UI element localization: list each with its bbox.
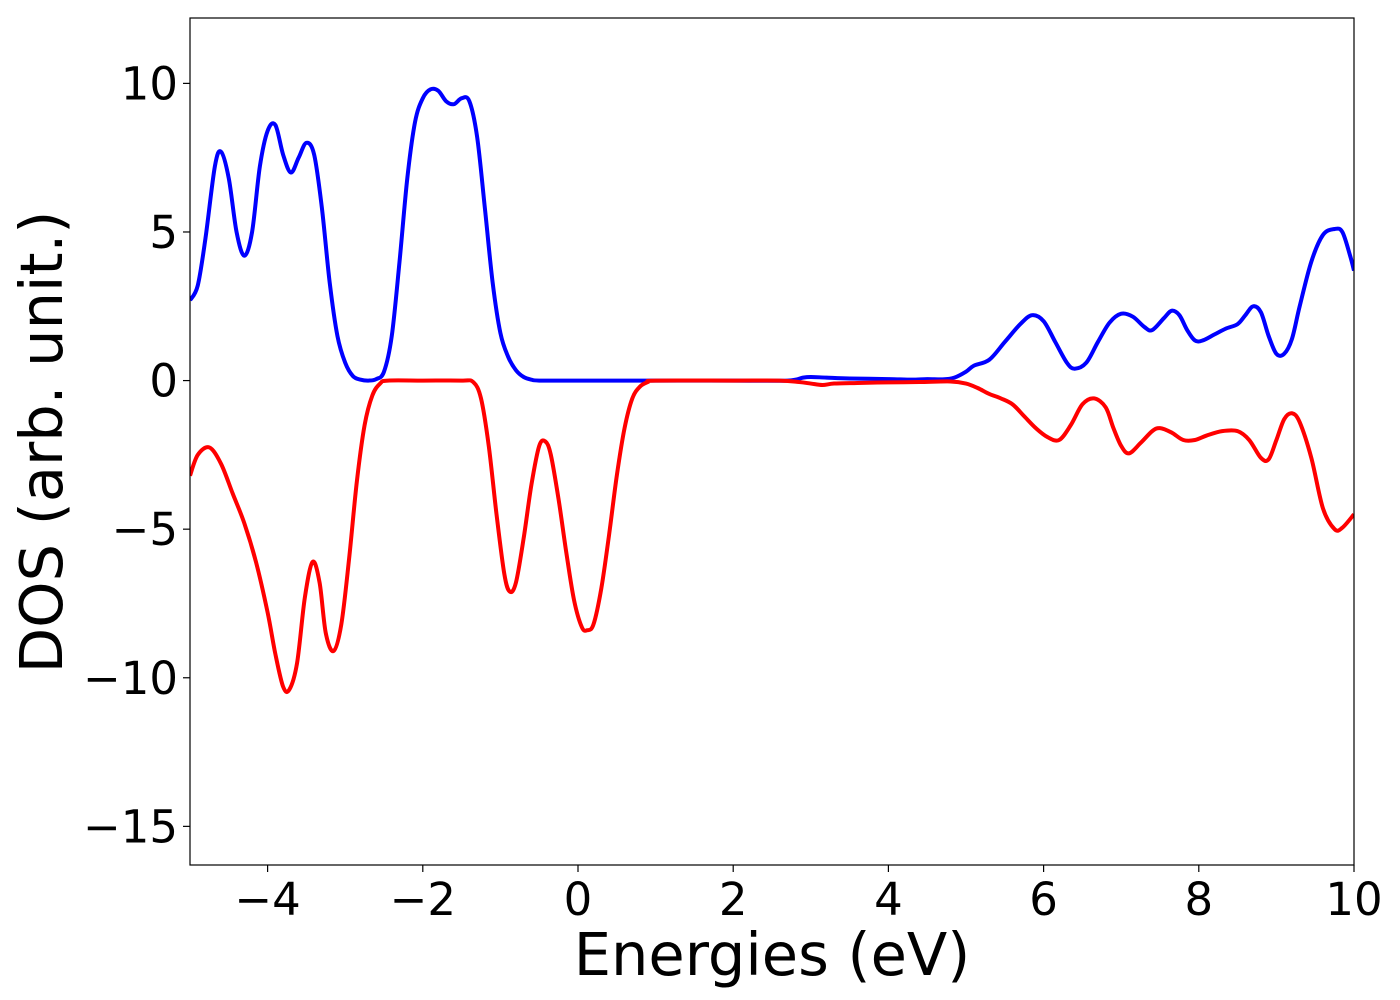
y-tick-label: 5 (149, 206, 178, 259)
y-tick-label: −5 (112, 503, 178, 556)
x-tick-label: 0 (564, 873, 593, 926)
y-tick-label: 10 (121, 57, 178, 110)
series-lines (190, 86, 1354, 694)
series-line-2 (190, 378, 1354, 694)
x-tick-label: −4 (234, 873, 300, 926)
y-tick-label: −10 (83, 652, 178, 705)
x-axis-ticks: −4 −2 0 2 4 6 8 10 (234, 865, 1383, 926)
x-tick-label: −2 (390, 873, 456, 926)
y-tick-label: 0 (149, 355, 178, 408)
x-tick-label: 2 (719, 873, 748, 926)
x-tick-label: 6 (1029, 873, 1058, 926)
x-tick-label: 8 (1184, 873, 1213, 926)
y-axis-label: DOS (arb. unit.) (7, 211, 76, 674)
x-axis-label: Energies (eV) (574, 920, 971, 989)
x-tick-label: 10 (1325, 873, 1382, 926)
y-tick-label: −15 (83, 800, 178, 853)
x-tick-label: 4 (874, 873, 903, 926)
plot-frame (189, 17, 1355, 866)
y-axis-ticks: 10 5 0 −5 −10 −15 (83, 57, 190, 853)
